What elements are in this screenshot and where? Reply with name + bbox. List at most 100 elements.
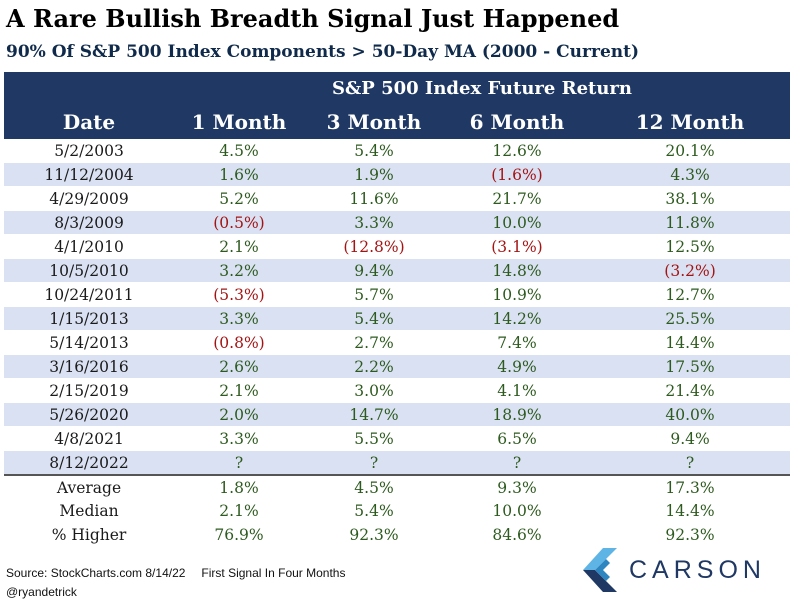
summary-label: % Higher [51, 525, 127, 544]
cell-12-month: 20.1% [590, 139, 791, 163]
cell-1-month: 2.1% [174, 234, 304, 259]
cell-date: 8/3/2009 [4, 210, 174, 235]
table-row: 8/12/2022???? [4, 450, 791, 476]
cell-3-month: 11.6% [304, 186, 444, 211]
table-row: 11/12/2004 1.6% 1.9% (1.6%) 4.3% [4, 162, 791, 187]
group-header-spacer [4, 72, 174, 104]
cell-6-month: ? [444, 450, 590, 476]
cell-6-month: 14.8% [444, 258, 590, 283]
table-row: 5/2/2003 4.5% 5.4% 12.6% 20.1% [4, 139, 791, 163]
cell-3-month: 5.4% [304, 139, 444, 163]
cell-3-month: 3.3% [304, 210, 444, 235]
cell-6-month: 7.4% [444, 330, 590, 355]
cell-6-month: (3.1%) [444, 234, 590, 259]
column-header-row: Date 1 Month 3 Month 6 Month 12 Month [4, 104, 791, 139]
cell-12-month: 4.3% [590, 162, 791, 187]
group-header-label: S&P 500 Index Future Return [174, 72, 791, 104]
cell-1-month: (0.5%) [174, 210, 304, 235]
summary-label: Average [4, 474, 174, 500]
cell-1-month: 2.0% [174, 402, 304, 427]
cell-1-month: (5.3%) [174, 282, 304, 307]
cell-6-month: 14.2% [444, 306, 590, 331]
cell-3-month: 2.2% [304, 354, 444, 379]
cell-6-month: 10.0% [444, 210, 590, 235]
summary-12-month: 92.3% [665, 525, 715, 544]
cell-12-month: 11.8% [590, 210, 791, 235]
table-row: 4/1/2010 2.1% (12.8%) (3.1%) 12.5% [4, 234, 791, 259]
returns-table: S&P 500 Index Future Return Date 1 Month… [4, 72, 791, 547]
cell-6-month: 10.9% [444, 282, 590, 307]
cell-1-month: 1.6% [174, 162, 304, 187]
cell-date: 4/29/2009 [4, 186, 174, 211]
cell-1-month: (0.8%) [174, 330, 304, 355]
cell-1-month: 3.3% [174, 306, 304, 331]
cell-3-month: 5.4% [304, 306, 444, 331]
summary-row: Median 2.1% 5.4% 10.0% 14.4% [4, 500, 790, 524]
cell-6-month: 4.1% [444, 378, 590, 403]
cell-3-month: 5.7% [304, 282, 444, 307]
table-row: 4/29/2009 5.2% 11.6% 21.7% 38.1% [4, 186, 791, 211]
chart-subtitle: 90% Of S&P 500 Index Components > 50-Day… [6, 42, 640, 62]
cell-12-month: 12.7% [590, 282, 791, 307]
cell-3-month: 2.7% [304, 330, 444, 355]
cell-date: 5/26/2020 [4, 402, 174, 427]
column-header-6-month: 6 Month [444, 104, 590, 139]
table-row: 10/24/2011 (5.3%) 5.7% 10.9% 12.7% [4, 282, 791, 307]
cell-12-month: 9.4% [590, 426, 791, 451]
table-row: 5/26/2020 2.0% 14.7% 18.9% 40.0% [4, 402, 791, 427]
column-header-3-month: 3 Month [304, 104, 444, 139]
cell-date: 2/15/2019 [4, 378, 174, 403]
cell-date: 1/15/2013 [4, 306, 174, 331]
summary-6-month: 9.3% [444, 474, 590, 500]
column-header-1-month: 1 Month [174, 104, 304, 139]
summary-label: Median [59, 502, 119, 521]
cell-12-month: 25.5% [590, 306, 791, 331]
cell-date: 10/24/2011 [4, 282, 174, 307]
table-body: 5/2/2003 4.5% 5.4% 12.6% 20.1% 11/12/2004 1.6%… [4, 139, 791, 476]
table-row: 8/3/2009 (0.5%) 3.3% 10.0% 11.8% [4, 210, 791, 235]
carson-logo-icon [583, 548, 617, 592]
group-header-row: S&P 500 Index Future Return [4, 72, 791, 104]
table-row: 1/15/2013 3.3% 5.4% 14.2% 25.5% [4, 306, 791, 331]
carson-wordmark: CARSON [629, 555, 766, 584]
table-row: 10/5/2010 3.2% 9.4% 14.8% (3.2%) [4, 258, 791, 283]
table-row: 5/14/2013 (0.8%) 2.7% 7.4% 14.4% [4, 330, 791, 355]
author-handle: @ryandetrick [6, 585, 77, 599]
column-header-12-month: 12 Month [590, 104, 791, 139]
cell-12-month: 17.5% [590, 354, 791, 379]
cell-1-month: 2.1% [174, 378, 304, 403]
cell-6-month: (1.6%) [444, 162, 590, 187]
cell-3-month: 5.5% [304, 426, 444, 451]
summary-row: Average 1.8% 4.5% 9.3% 17.3% [4, 474, 791, 500]
cell-1-month: 3.2% [174, 258, 304, 283]
cell-date: 8/12/2022 [4, 450, 174, 476]
summary-1-month: 1.8% [174, 474, 304, 500]
cell-date: 4/1/2010 [4, 234, 174, 259]
cell-12-month: ? [590, 450, 791, 476]
cell-6-month: 12.6% [444, 139, 590, 163]
cell-date: 4/8/2021 [4, 426, 174, 451]
table-row: 4/8/2021 3.3% 5.5% 6.5% 9.4% [4, 426, 791, 451]
summary-12-month: 17.3% [590, 474, 791, 500]
summary-6-month: 10.0% [492, 502, 542, 521]
cell-3-month: 14.7% [304, 402, 444, 427]
summary-12-month: 14.4% [665, 502, 715, 521]
cell-3-month: ? [304, 450, 444, 476]
table-row: 2/15/2019 2.1% 3.0% 4.1% 21.4% [4, 378, 791, 403]
cell-date: 10/5/2010 [4, 258, 174, 283]
summary-row: % Higher 76.9% 92.3% 84.6% 92.3% [4, 523, 790, 547]
carson-logo: CARSON [583, 547, 793, 593]
summary-3-month: 92.3% [349, 525, 399, 544]
cell-3-month: (12.8%) [304, 234, 444, 259]
cell-date: 5/14/2013 [4, 330, 174, 355]
cell-12-month: 40.0% [590, 402, 791, 427]
source-line: Source: StockCharts.com 8/14/22 First Sig… [6, 566, 345, 580]
cell-6-month: 21.7% [444, 186, 590, 211]
table-row: 3/16/2016 2.6% 2.2% 4.9% 17.5% [4, 354, 791, 379]
cell-12-month: (3.2%) [590, 258, 791, 283]
cell-1-month: 5.2% [174, 186, 304, 211]
cell-6-month: 4.9% [444, 354, 590, 379]
column-header-date: Date [4, 104, 174, 139]
cell-12-month: 21.4% [590, 378, 791, 403]
cell-3-month: 1.9% [304, 162, 444, 187]
